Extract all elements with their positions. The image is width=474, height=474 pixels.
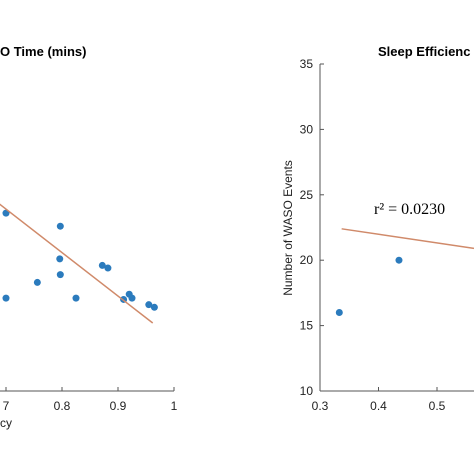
left-x-tick-label: 0.8 (54, 399, 71, 413)
left-data-point (56, 255, 64, 263)
right-y-tick-label: 35 (300, 57, 314, 71)
right-y-ticks: 10 15 20 25 30 35 (300, 57, 324, 398)
left-x-axis-label: cy (0, 416, 12, 430)
left-data-point (33, 278, 41, 286)
left-data-point (98, 261, 106, 269)
right-y-tick-label: 25 (300, 188, 314, 202)
left-chart: O Time (mins) 7 0.8 0.9 1 cy (0, 44, 178, 430)
left-data-point (56, 222, 64, 230)
left-x-ticks: 7 0.8 0.9 1 (3, 387, 178, 413)
right-x-tick-label: 0.5 (429, 399, 446, 413)
right-fit-line (341, 228, 474, 250)
right-chart: Sleep Efficienc 10 15 20 25 30 35 0.3 0.4 0.5 N… (281, 44, 474, 413)
right-x-ticks: 0.3 0.4 0.5 (312, 387, 446, 413)
left-data-point (145, 301, 153, 309)
right-points (335, 256, 403, 317)
left-data-point (128, 294, 136, 302)
left-data-point (104, 264, 112, 272)
left-data-point (2, 294, 10, 302)
right-x-tick-label: 0.4 (370, 399, 387, 413)
right-data-point (395, 256, 403, 264)
right-y-tick-label: 10 (300, 384, 314, 398)
right-y-axis-label: Number of WASO Events (281, 160, 295, 296)
left-points (2, 209, 158, 311)
left-data-point (56, 271, 64, 279)
left-x-tick-label: 1 (171, 399, 178, 413)
left-data-point (72, 294, 80, 302)
right-r2-annotation: r² = 0.0230 (374, 201, 445, 218)
left-chart-title: O Time (mins) (0, 44, 86, 59)
left-x-tick-label: 7 (3, 399, 10, 413)
right-x-tick-label: 0.3 (312, 399, 329, 413)
left-data-point (150, 303, 158, 311)
right-data-point (335, 309, 343, 317)
right-chart-title: Sleep Efficienc (378, 44, 470, 59)
right-y-tick-label: 20 (300, 253, 314, 267)
right-y-tick-label: 30 (300, 122, 314, 136)
left-fit-line (0, 203, 154, 324)
right-y-tick-label: 15 (300, 319, 314, 333)
left-x-tick-label: 0.9 (110, 399, 127, 413)
